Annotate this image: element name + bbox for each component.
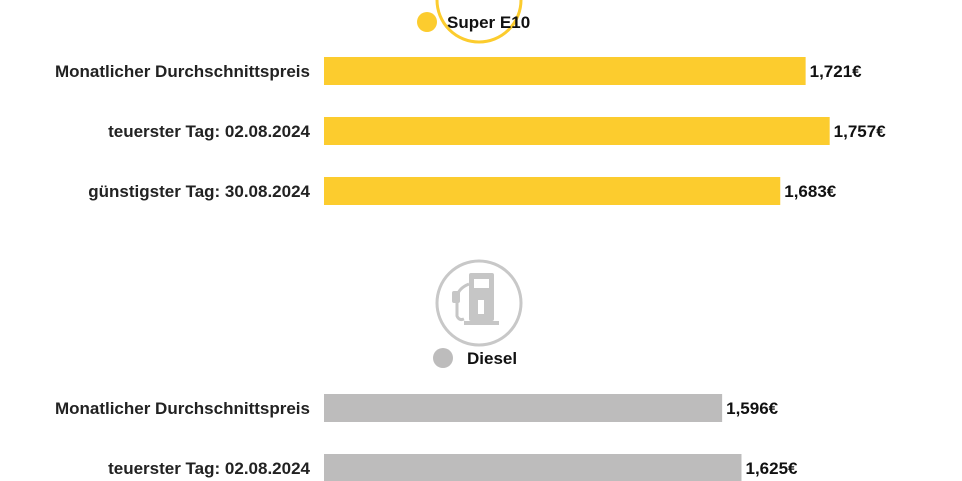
bar bbox=[324, 394, 723, 422]
bars-layer: Monatlicher Durchschnittspreis 1,721€ teue… bbox=[55, 57, 886, 481]
bar-category-label: Monatlicher Durchschnittspreis bbox=[55, 62, 310, 81]
bar-value-label: 1,625€ bbox=[746, 459, 799, 478]
legend-marker-super-e10 bbox=[417, 12, 437, 32]
bar-category-label: Monatlicher Durchschnittspreis bbox=[55, 399, 310, 418]
fuel-pump-icon bbox=[435, 259, 523, 347]
bar-category-label: teuerster Tag: 02.08.2024 bbox=[108, 459, 310, 478]
legend-label-diesel: Diesel bbox=[467, 349, 517, 368]
bar-value-label: 1,683€ bbox=[784, 182, 837, 201]
super-e10-header: Super E10 bbox=[417, 0, 530, 44]
bar-value-label: 1,721€ bbox=[810, 62, 863, 81]
legend-marker-diesel bbox=[433, 348, 453, 368]
bar bbox=[324, 117, 830, 145]
bar-value-label: 1,757€ bbox=[834, 122, 887, 141]
legend-label-super-e10: Super E10 bbox=[447, 13, 530, 32]
bar-category-label: teuerster Tag: 02.08.2024 bbox=[108, 122, 310, 141]
bar bbox=[324, 177, 781, 205]
fuel-pump-icon bbox=[435, 0, 523, 44]
bar bbox=[324, 57, 806, 85]
bar-category-label: günstigster Tag: 30.08.2024 bbox=[88, 182, 310, 201]
bar bbox=[324, 454, 742, 481]
diesel-header: Diesel bbox=[433, 259, 523, 368]
bar-value-label: 1,596€ bbox=[726, 399, 779, 418]
